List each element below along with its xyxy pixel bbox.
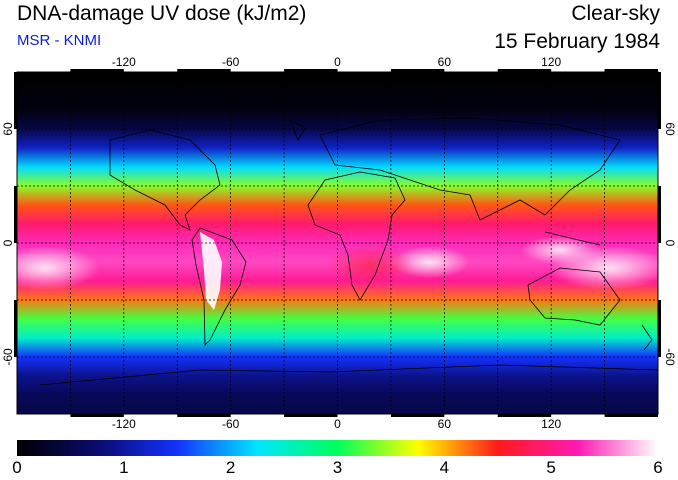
colorbar-tick-2: 2 — [225, 458, 236, 477]
frame-bar-top — [497, 69, 552, 72]
colorbar-tick-3: 3 — [332, 458, 343, 477]
lat-tick-label-left: -60 — [1, 348, 15, 366]
frame-bar-bottom — [497, 414, 552, 417]
lon-tick-label-top: -120 — [112, 55, 136, 69]
new-zealand-coast — [641, 324, 653, 351]
lat-tick-label-right: 60 — [663, 122, 677, 136]
frame-bar-bottom — [390, 414, 445, 417]
colorbar-tick-1: 1 — [119, 458, 129, 477]
greenland-iceland-coast — [289, 119, 306, 141]
lon-tick-label-bottom: -120 — [112, 417, 136, 431]
longitude-ticks-bottom: -120 -60 0 60 120 — [112, 417, 562, 431]
coastlines — [39, 117, 658, 386]
lon-tick-label-bottom: -60 — [222, 417, 240, 431]
lat-tick-label-left: 60 — [1, 122, 15, 136]
source-label: MSR - KNMI — [17, 32, 102, 49]
colorbar — [17, 440, 658, 456]
longitude-ticks-top: -120 -60 0 60 120 — [112, 55, 562, 69]
frame-bar-top — [604, 69, 658, 72]
lon-tick-label-top: 60 — [438, 55, 452, 69]
africa-warm-region — [325, 245, 415, 285]
lon-tick-label-top: 0 — [334, 55, 341, 69]
frame-bar-right — [658, 72, 661, 129]
andes-hotspot — [200, 232, 222, 310]
lat-tick-label-left: 0 — [1, 239, 15, 246]
frame-bar-left — [14, 300, 17, 357]
colorbar-tick-4: 4 — [439, 458, 450, 477]
latitude-ticks-right: 60 0 -60 — [663, 122, 677, 366]
frame-bar-left — [14, 72, 17, 129]
colorbar-tick-5: 5 — [546, 458, 556, 477]
colorbar-tick-6: 6 — [653, 458, 663, 477]
north-america-coast — [109, 129, 221, 231]
frame-bar-top — [70, 69, 124, 72]
lon-tick-label-bottom: 0 — [334, 417, 341, 431]
lon-tick-label-bottom: 60 — [438, 417, 452, 431]
antarctica-coast — [39, 364, 658, 386]
lon-tick-label-bottom: 120 — [541, 417, 561, 431]
lat-tick-label-right: 0 — [663, 240, 677, 247]
frame-bar-bottom — [604, 414, 658, 417]
frame-bar-bottom — [70, 414, 124, 417]
lon-tick-label-top: -60 — [222, 55, 240, 69]
frame-bar-top — [177, 69, 231, 72]
frame-bar-right — [658, 186, 661, 243]
date-label: 15 February 1984 — [494, 30, 660, 53]
africa-coast — [307, 171, 406, 301]
lat-tick-label-right: -60 — [663, 348, 677, 366]
latitude-ticks-left: 60 0 -60 — [1, 122, 15, 366]
lon-tick-label-top: 120 — [541, 55, 561, 69]
colorbar-tick-0: 0 — [12, 458, 22, 477]
frame-bar-left — [14, 186, 17, 243]
eurasia-coast — [319, 117, 621, 221]
map-title: DNA-damage UV dose (kJ/m2) — [17, 2, 307, 25]
south-america-coast — [191, 227, 247, 346]
frame-bar-top — [284, 69, 338, 72]
frame-bar-bottom — [284, 414, 338, 417]
pacific-hotspot-west — [17, 246, 100, 290]
frame-bar-right — [658, 300, 661, 357]
condition-label: Clear-sky — [571, 2, 660, 25]
frame-bar-top — [390, 69, 445, 72]
graticule — [14, 69, 661, 417]
australia-coast — [527, 267, 621, 326]
frame-bar-bottom — [177, 414, 231, 417]
indonesia-hotspot — [520, 236, 600, 264]
